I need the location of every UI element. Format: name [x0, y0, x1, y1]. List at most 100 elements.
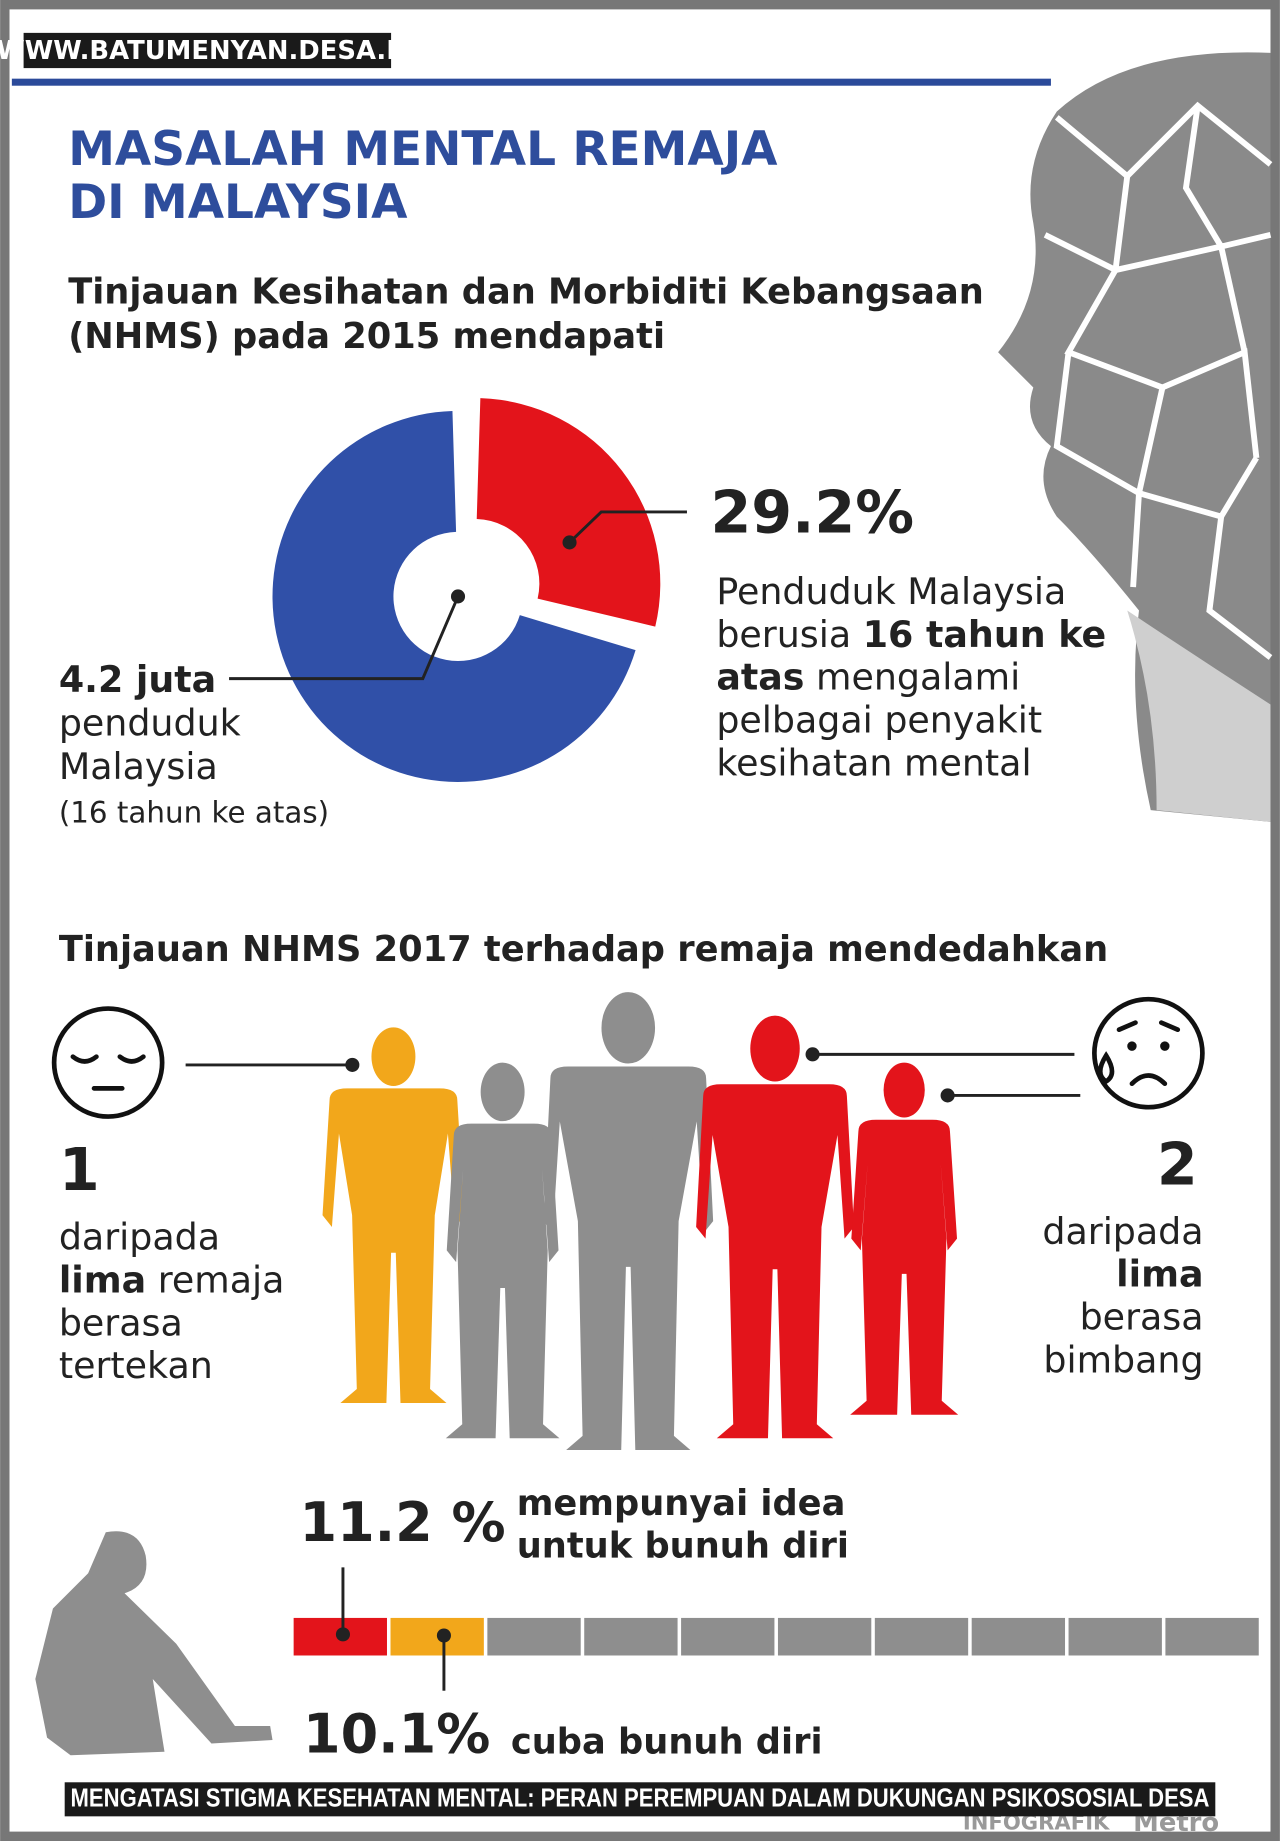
- caption-bar: [64, 1782, 1216, 1817]
- leader-dot: [805, 1047, 820, 1062]
- bar-segment: [584, 1617, 678, 1656]
- person-silhouette: [543, 992, 714, 1451]
- description-part: 16 tahun ke: [863, 612, 1106, 655]
- title: DI MALAYSIA: [68, 175, 408, 230]
- description: kesihatan mental: [716, 741, 1031, 784]
- person-body: [850, 1119, 959, 1415]
- count-text-part: lima: [59, 1258, 146, 1301]
- title-rule: [11, 78, 1051, 86]
- leader-line: [568, 510, 687, 544]
- person-head: [601, 992, 656, 1064]
- person-head: [371, 1027, 416, 1086]
- sitting-figure: [35, 1531, 273, 1756]
- bar-segment: [487, 1617, 581, 1656]
- description-part: pelbagai penyakit: [716, 698, 1042, 741]
- count-text-part: lima: [1116, 1252, 1203, 1295]
- count-text: berasa: [59, 1301, 183, 1344]
- person-head: [480, 1062, 525, 1122]
- description-part: kesihatan mental: [716, 741, 1031, 784]
- person-silhouette: [445, 1062, 560, 1439]
- stat-label: 10.1%: [303, 1702, 490, 1765]
- population-label-part: (16 tahun ke atas): [59, 795, 329, 829]
- count-text-part: tertekan: [59, 1344, 213, 1387]
- description: berusia 16 tahun ke: [716, 612, 1106, 655]
- person-silhouette: [322, 1027, 465, 1404]
- caption: MENGATASI STIGMA KESEHATAN MENTAL: PERAN…: [71, 1785, 1210, 1813]
- description-part: mengalami: [804, 655, 1020, 698]
- leader-dot: [345, 1057, 360, 1072]
- count-text: lima remaja: [59, 1258, 285, 1301]
- person-body: [543, 1066, 714, 1451]
- population-label: Malaysia: [59, 744, 218, 787]
- section-heading: Tinjauan Kesihatan dan Morbiditi Kebangs…: [68, 272, 984, 313]
- bar-segment: [874, 1617, 969, 1656]
- count-text-part: bimbang: [1043, 1338, 1203, 1381]
- leader-line: [229, 595, 460, 681]
- description: pelbagai penyakit: [716, 698, 1042, 741]
- person-body: [445, 1123, 560, 1439]
- stat-text: mempunyai idea: [517, 1483, 846, 1524]
- bar-segment: [777, 1617, 872, 1656]
- face-icon: [1160, 1041, 1170, 1051]
- percent-label: 29.2%: [710, 479, 914, 547]
- face-icon: [1116, 1020, 1181, 1087]
- person-body: [322, 1088, 465, 1404]
- section-heading: Tinjauan NHMS 2017 terhadap remaja mende…: [59, 929, 1108, 970]
- description-part: atas: [716, 655, 804, 698]
- population-label: 4.2 juta: [59, 657, 216, 700]
- population-label-part: 4.2 juta: [59, 657, 216, 700]
- population-label: penduduk: [59, 701, 241, 744]
- donut-segment: [476, 398, 661, 627]
- bar-segment: [1068, 1617, 1162, 1656]
- person-silhouette: [850, 1062, 959, 1415]
- person-head: [750, 1015, 800, 1082]
- watermark: WWW.BATUMENYAN.DESA.ID: [0, 36, 417, 66]
- description: atas mengalami: [716, 655, 1020, 698]
- description-part: berusia: [716, 612, 862, 655]
- description: Penduduk Malaysia: [716, 569, 1066, 612]
- person-head: [883, 1062, 925, 1118]
- bar-segment: [1165, 1617, 1259, 1656]
- count-text: daripada: [1042, 1209, 1203, 1252]
- count-text-part: daripada: [1042, 1209, 1203, 1252]
- person-silhouette: [696, 1015, 854, 1439]
- count-text-part: berasa: [1080, 1295, 1204, 1338]
- count-text: tertekan: [59, 1344, 213, 1387]
- leader-dot: [436, 1628, 451, 1643]
- section-heading: (NHMS) pada 2015 mendapati: [68, 316, 665, 357]
- face-icon: [1097, 1051, 1115, 1085]
- face-icon: [70, 1054, 146, 1091]
- donut-rest: [272, 411, 636, 782]
- description-part: Penduduk Malaysia: [716, 569, 1066, 612]
- person-body: [696, 1084, 854, 1439]
- count-text: bimbang: [1043, 1338, 1203, 1381]
- bar-segment: [971, 1617, 1066, 1656]
- count-text: lima: [1116, 1252, 1203, 1295]
- leader-dot: [940, 1088, 955, 1103]
- count-text-part: daripada: [59, 1215, 220, 1258]
- count-text: berasa: [1080, 1295, 1204, 1338]
- count-text-part: berasa: [59, 1301, 183, 1344]
- face-icon: [1092, 996, 1205, 1110]
- population-label-part: penduduk: [59, 701, 241, 744]
- face-icon: [1127, 1041, 1137, 1051]
- face-icon: [51, 1006, 165, 1119]
- count-number: 1: [59, 1136, 100, 1204]
- watermark-bar: [23, 32, 392, 69]
- leader-dot: [335, 1627, 350, 1642]
- count-text-part: remaja: [146, 1258, 284, 1301]
- population-label: (16 tahun ke atas): [59, 795, 329, 829]
- count-text: daripada: [59, 1215, 220, 1258]
- stat-text: cuba bunuh diri: [511, 1722, 823, 1763]
- stat-text: untuk bunuh diri: [517, 1525, 849, 1566]
- population-label-part: Malaysia: [59, 744, 218, 787]
- title: MASALAH MENTAL REMAJA: [68, 122, 778, 177]
- stat-label: 11.2 %: [300, 1491, 506, 1554]
- head-illustration: [998, 52, 1273, 822]
- bar-segment: [681, 1617, 775, 1656]
- count-number: 2: [1157, 1130, 1198, 1198]
